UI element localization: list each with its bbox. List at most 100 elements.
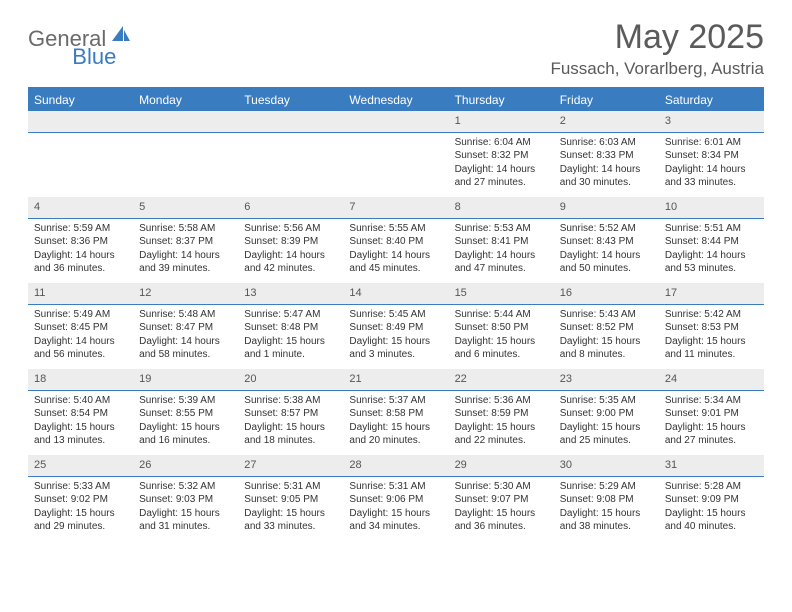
calendar-cell: 25Sunrise: 5:33 AMSunset: 9:02 PMDayligh… [28, 455, 133, 541]
sunrise-text: Sunrise: 6:01 AM [665, 136, 758, 150]
day-number-empty: . [28, 111, 133, 133]
day-info: Sunrise: 5:29 AMSunset: 9:08 PMDaylight:… [554, 477, 659, 540]
daylight-text: Daylight: 15 hours and 36 minutes. [455, 507, 548, 534]
sunset-text: Sunset: 8:36 PM [34, 235, 127, 249]
day-number: 19 [133, 369, 238, 391]
day-info: Sunrise: 5:34 AMSunset: 9:01 PMDaylight:… [659, 391, 764, 454]
sunset-text: Sunset: 9:09 PM [665, 493, 758, 507]
sunset-text: Sunset: 8:41 PM [455, 235, 548, 249]
day-info: Sunrise: 5:35 AMSunset: 9:00 PMDaylight:… [554, 391, 659, 454]
calendar-cell-empty: . [133, 111, 238, 197]
calendar-cell: 30Sunrise: 5:29 AMSunset: 9:08 PMDayligh… [554, 455, 659, 541]
daylight-text: Daylight: 14 hours and 50 minutes. [560, 249, 653, 276]
daylight-text: Daylight: 15 hours and 31 minutes. [139, 507, 232, 534]
sunrise-text: Sunrise: 5:52 AM [560, 222, 653, 236]
daylight-text: Daylight: 15 hours and 25 minutes. [560, 421, 653, 448]
day-number: 6 [238, 197, 343, 219]
daylight-text: Daylight: 14 hours and 42 minutes. [244, 249, 337, 276]
day-number: 21 [343, 369, 448, 391]
day-info: Sunrise: 5:49 AMSunset: 8:45 PMDaylight:… [28, 305, 133, 368]
sunrise-text: Sunrise: 5:49 AM [34, 308, 127, 322]
weekday-label: Friday [554, 89, 659, 111]
daylight-text: Daylight: 15 hours and 11 minutes. [665, 335, 758, 362]
daylight-text: Daylight: 15 hours and 18 minutes. [244, 421, 337, 448]
sunset-text: Sunset: 8:34 PM [665, 149, 758, 163]
calendar-cell: 9Sunrise: 5:52 AMSunset: 8:43 PMDaylight… [554, 197, 659, 283]
day-info: Sunrise: 5:40 AMSunset: 8:54 PMDaylight:… [28, 391, 133, 454]
calendar-cell: 4Sunrise: 5:59 AMSunset: 8:36 PMDaylight… [28, 197, 133, 283]
sunset-text: Sunset: 9:06 PM [349, 493, 442, 507]
calendar-cell: 2Sunrise: 6:03 AMSunset: 8:33 PMDaylight… [554, 111, 659, 197]
sunrise-text: Sunrise: 5:37 AM [349, 394, 442, 408]
sunrise-text: Sunrise: 5:44 AM [455, 308, 548, 322]
calendar-cell: 18Sunrise: 5:40 AMSunset: 8:54 PMDayligh… [28, 369, 133, 455]
day-info: Sunrise: 6:01 AMSunset: 8:34 PMDaylight:… [659, 133, 764, 196]
calendar-cell: 7Sunrise: 5:55 AMSunset: 8:40 PMDaylight… [343, 197, 448, 283]
daylight-text: Daylight: 15 hours and 34 minutes. [349, 507, 442, 534]
daylight-text: Daylight: 14 hours and 27 minutes. [455, 163, 548, 190]
calendar-cell: 10Sunrise: 5:51 AMSunset: 8:44 PMDayligh… [659, 197, 764, 283]
sunset-text: Sunset: 8:50 PM [455, 321, 548, 335]
day-number: 15 [449, 283, 554, 305]
daylight-text: Daylight: 14 hours and 45 minutes. [349, 249, 442, 276]
daylight-text: Daylight: 15 hours and 33 minutes. [244, 507, 337, 534]
daylight-text: Daylight: 15 hours and 27 minutes. [665, 421, 758, 448]
sunrise-text: Sunrise: 5:34 AM [665, 394, 758, 408]
sunrise-text: Sunrise: 5:28 AM [665, 480, 758, 494]
day-info: Sunrise: 5:36 AMSunset: 8:59 PMDaylight:… [449, 391, 554, 454]
sunset-text: Sunset: 8:49 PM [349, 321, 442, 335]
calendar-cell: 17Sunrise: 5:42 AMSunset: 8:53 PMDayligh… [659, 283, 764, 369]
day-info: Sunrise: 5:28 AMSunset: 9:09 PMDaylight:… [659, 477, 764, 540]
sunrise-text: Sunrise: 5:55 AM [349, 222, 442, 236]
day-number: 25 [28, 455, 133, 477]
daylight-text: Daylight: 15 hours and 40 minutes. [665, 507, 758, 534]
day-info-empty [238, 133, 343, 142]
day-number: 10 [659, 197, 764, 219]
day-info: Sunrise: 6:04 AMSunset: 8:32 PMDaylight:… [449, 133, 554, 196]
sunrise-text: Sunrise: 5:31 AM [349, 480, 442, 494]
day-info: Sunrise: 5:58 AMSunset: 8:37 PMDaylight:… [133, 219, 238, 282]
daylight-text: Daylight: 15 hours and 6 minutes. [455, 335, 548, 362]
calendar-cell: 5Sunrise: 5:58 AMSunset: 8:37 PMDaylight… [133, 197, 238, 283]
day-info: Sunrise: 5:53 AMSunset: 8:41 PMDaylight:… [449, 219, 554, 282]
sunset-text: Sunset: 8:58 PM [349, 407, 442, 421]
weekday-label: Wednesday [343, 89, 448, 111]
day-number: 11 [28, 283, 133, 305]
day-number: 13 [238, 283, 343, 305]
day-number: 14 [343, 283, 448, 305]
sunrise-text: Sunrise: 5:29 AM [560, 480, 653, 494]
sunset-text: Sunset: 8:32 PM [455, 149, 548, 163]
day-info: Sunrise: 5:33 AMSunset: 9:02 PMDaylight:… [28, 477, 133, 540]
sunset-text: Sunset: 8:52 PM [560, 321, 653, 335]
calendar-cell: 3Sunrise: 6:01 AMSunset: 8:34 PMDaylight… [659, 111, 764, 197]
sunset-text: Sunset: 9:07 PM [455, 493, 548, 507]
day-info: Sunrise: 5:31 AMSunset: 9:06 PMDaylight:… [343, 477, 448, 540]
daylight-text: Daylight: 14 hours and 30 minutes. [560, 163, 653, 190]
sunrise-text: Sunrise: 5:36 AM [455, 394, 548, 408]
sunrise-text: Sunrise: 5:31 AM [244, 480, 337, 494]
weekday-label: Monday [133, 89, 238, 111]
day-info: Sunrise: 5:59 AMSunset: 8:36 PMDaylight:… [28, 219, 133, 282]
weekday-label: Sunday [28, 89, 133, 111]
calendar-cell-empty: . [343, 111, 448, 197]
sunset-text: Sunset: 8:44 PM [665, 235, 758, 249]
daylight-text: Daylight: 14 hours and 36 minutes. [34, 249, 127, 276]
sunrise-text: Sunrise: 6:04 AM [455, 136, 548, 150]
day-number: 30 [554, 455, 659, 477]
weekday-label: Saturday [659, 89, 764, 111]
day-info: Sunrise: 5:47 AMSunset: 8:48 PMDaylight:… [238, 305, 343, 368]
daylight-text: Daylight: 15 hours and 16 minutes. [139, 421, 232, 448]
day-info: Sunrise: 5:38 AMSunset: 8:57 PMDaylight:… [238, 391, 343, 454]
calendar-cell: 26Sunrise: 5:32 AMSunset: 9:03 PMDayligh… [133, 455, 238, 541]
sunrise-text: Sunrise: 5:38 AM [244, 394, 337, 408]
day-number: 26 [133, 455, 238, 477]
day-number: 29 [449, 455, 554, 477]
daylight-text: Daylight: 15 hours and 3 minutes. [349, 335, 442, 362]
location: Fussach, Vorarlberg, Austria [550, 59, 764, 79]
daylight-text: Daylight: 14 hours and 58 minutes. [139, 335, 232, 362]
day-number: 31 [659, 455, 764, 477]
day-info: Sunrise: 6:03 AMSunset: 8:33 PMDaylight:… [554, 133, 659, 196]
sunset-text: Sunset: 9:02 PM [34, 493, 127, 507]
day-info: Sunrise: 5:30 AMSunset: 9:07 PMDaylight:… [449, 477, 554, 540]
sunrise-text: Sunrise: 5:39 AM [139, 394, 232, 408]
